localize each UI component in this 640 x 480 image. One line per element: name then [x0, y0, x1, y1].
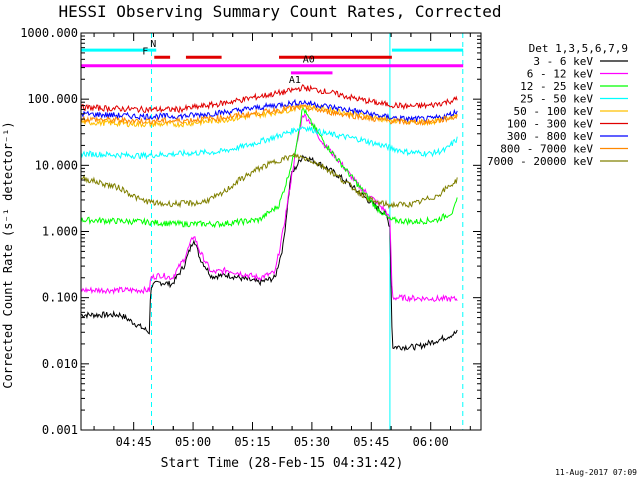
flag-label-a1: A1: [289, 75, 301, 86]
series-line-5: [81, 83, 458, 114]
flag-label-f: F: [142, 46, 148, 57]
chart-title: HESSI Observing Summary Count Rates, Cor…: [58, 2, 501, 21]
series-line-0: [81, 154, 458, 352]
series-line-7: [81, 103, 458, 126]
y-tick-label: 100.000: [27, 92, 78, 106]
y-tick-label: 0.010: [42, 357, 78, 371]
x-tick-label: 05:00: [175, 435, 211, 449]
x-tick-label: 05:30: [294, 435, 330, 449]
flag-label-a0: A0: [303, 55, 315, 66]
x-axis-label: Start Time (28-Feb-15 04:31:42): [161, 456, 404, 471]
series-line-6: [81, 98, 458, 123]
y-axis-label: Corrected Count Rate (s⁻¹ detector⁻¹): [1, 121, 15, 388]
y-tick-label: 0.001: [42, 423, 78, 437]
timestamp: 11-Aug-2017 07:09: [555, 468, 637, 477]
x-tick-label: 05:15: [234, 435, 270, 449]
axes: 1000.000 100.000 10.000 1.000 0.100 0.010 0.00…: [20, 26, 482, 449]
series-lines: [81, 83, 458, 352]
x-tick-label: 05:45: [353, 435, 389, 449]
legend-label: 3 - 6 keV: [533, 55, 593, 68]
series-line-8: [81, 152, 458, 210]
legend-label: 7000 - 20000 keV: [487, 155, 593, 168]
legend-label: 100 - 300 keV: [507, 118, 593, 131]
y-tick-label: 1000.000: [20, 26, 78, 40]
reference-lines: [150, 33, 464, 430]
series-line-1: [81, 112, 458, 303]
x-tick-label: 04:45: [116, 435, 152, 449]
legend-label: 12 - 25 keV: [520, 80, 593, 93]
y-tick-label: 0.100: [42, 291, 78, 305]
legend-label: 50 - 100 keV: [514, 105, 594, 118]
legend-title: Det 1,3,5,6,7,9: [529, 42, 628, 55]
series-line-2: [81, 105, 458, 229]
series-line-3: [81, 125, 458, 161]
x-tick-label: 06:00: [413, 435, 449, 449]
legend-label: 800 - 7000 keV: [500, 143, 593, 156]
legend-label: 300 - 800 keV: [507, 130, 593, 143]
y-tick-label: 1.000: [42, 225, 78, 239]
legend-label: 6 - 12 keV: [527, 68, 594, 81]
y-tick-label: 10.000: [35, 158, 78, 172]
flag-label-n: N: [150, 39, 156, 50]
legend-label: 25 - 50 keV: [520, 93, 593, 106]
